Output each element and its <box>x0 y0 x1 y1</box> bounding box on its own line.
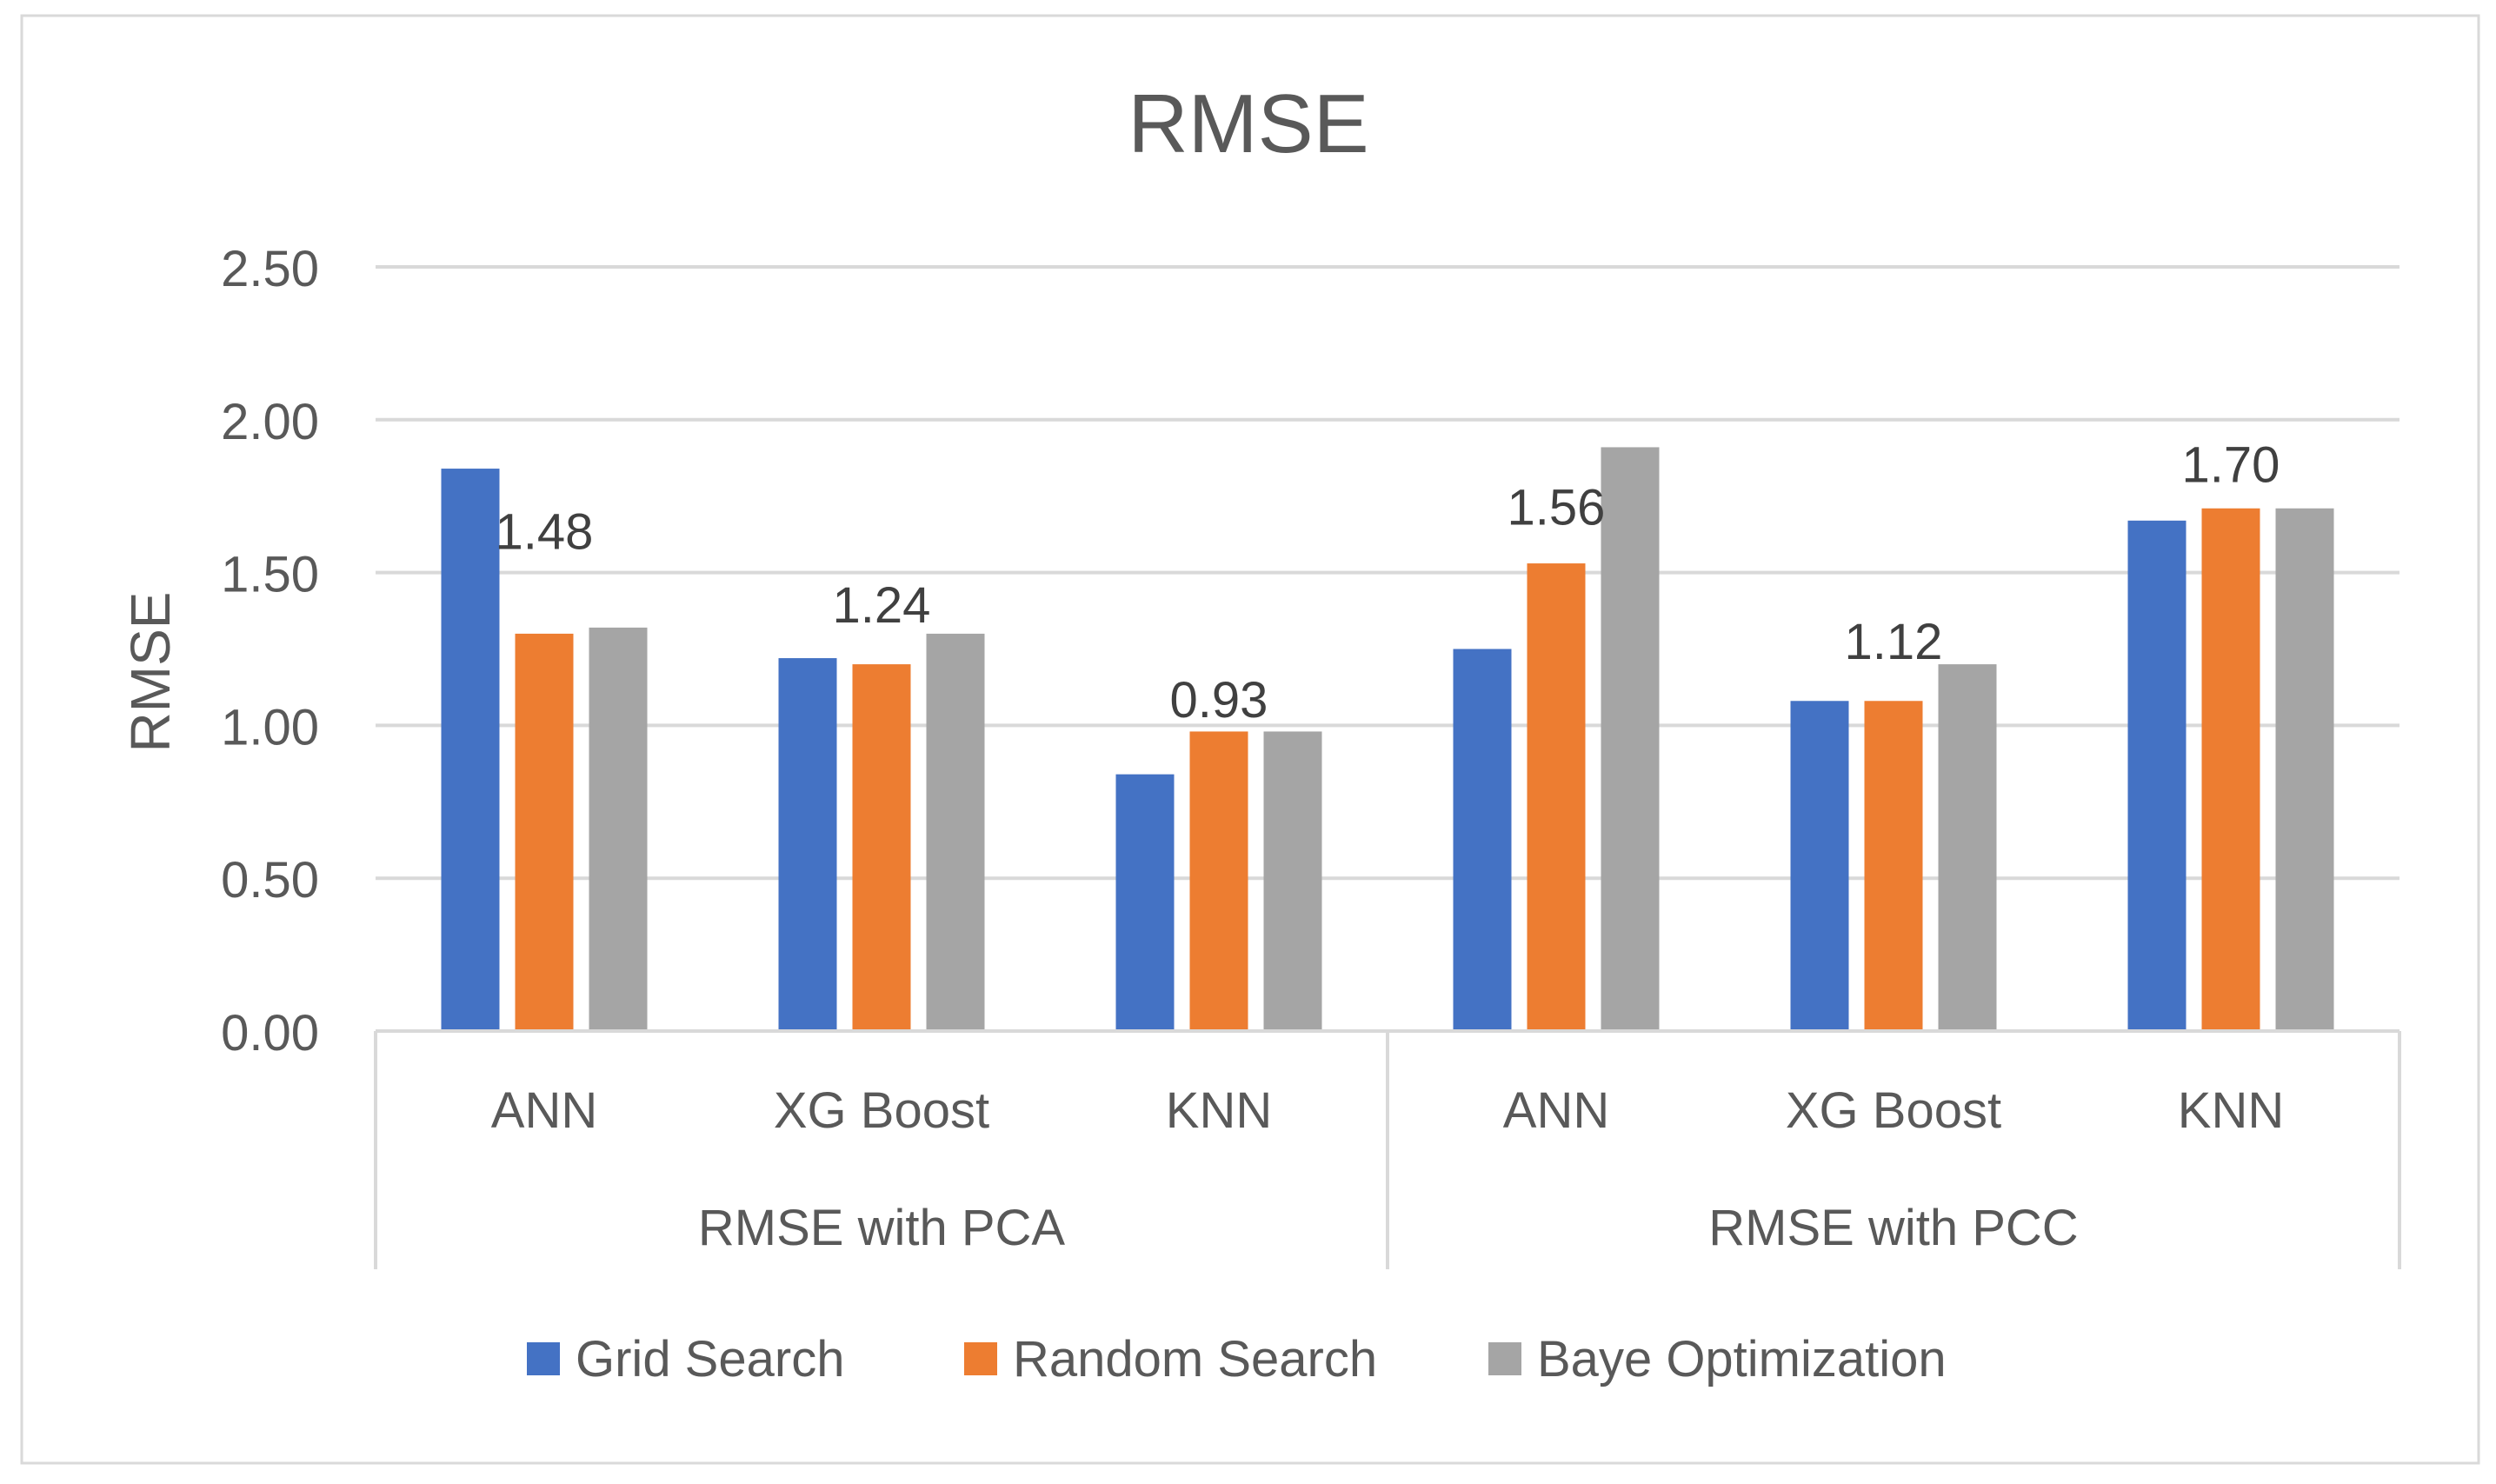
bar-random-search <box>515 633 574 1031</box>
bar-baye-optimization <box>1601 447 1660 1031</box>
group-label: RMSE with PCA <box>698 1200 1066 1256</box>
legend-label: Grid Search <box>576 1331 844 1388</box>
bar-random-search <box>1189 731 1248 1031</box>
bar-grid-search <box>778 658 837 1031</box>
annotations: 1.48 1.24 0.93 1.56 1.12 1.70 <box>496 436 2280 729</box>
bar-grid-search <box>1115 774 1175 1031</box>
category-label: XG Boost <box>774 1082 989 1139</box>
bar-baye-optimization <box>926 633 985 1031</box>
annotation-label: 1.48 <box>496 504 594 561</box>
bar-grid-search <box>2127 520 2186 1031</box>
bar-baye-optimization <box>1263 731 1322 1031</box>
category-label: KNN <box>2178 1082 2284 1139</box>
y-axis-ticks: 0.00 0.50 1.00 1.50 2.00 2.50 <box>221 241 319 1061</box>
category-axis: ANN XG Boost KNN ANN XG Boost KNN RMSE with PC… <box>374 1029 2401 1269</box>
bar-grid-search <box>1790 701 1849 1031</box>
y-tick-label: 0.50 <box>221 852 319 908</box>
annotation-label: 1.12 <box>1845 614 1943 670</box>
bar-random-search <box>1864 701 1923 1031</box>
annotation-label: 0.93 <box>1170 672 1268 729</box>
legend-swatch <box>964 1342 997 1375</box>
category-label: KNN <box>1166 1082 1272 1139</box>
legend-label: Random Search <box>1013 1331 1377 1388</box>
annotation-label: 1.70 <box>2182 436 2280 493</box>
bar-baye-optimization <box>1938 664 1997 1031</box>
y-axis-label: RMSE <box>119 592 182 753</box>
y-tick-label: 1.50 <box>221 547 319 603</box>
chart-title: RMSE <box>1128 77 1368 170</box>
legend-swatch <box>527 1342 560 1375</box>
bar-random-search <box>1527 563 1586 1031</box>
category-label: XG Boost <box>1786 1082 2001 1139</box>
legend-swatch <box>1488 1342 1521 1375</box>
category-label: ANN <box>491 1082 597 1139</box>
category-label: ANN <box>1503 1082 1609 1139</box>
y-tick-label: 2.00 <box>221 394 319 450</box>
annotation-label: 1.24 <box>833 577 931 634</box>
bar-baye-optimization <box>2275 508 2334 1031</box>
gridlines <box>376 265 2399 881</box>
bar-grid-search <box>441 469 500 1031</box>
y-tick-label: 0.00 <box>221 1005 319 1061</box>
y-tick-label: 1.00 <box>221 699 319 755</box>
legend: Grid Search Random Search Baye Optimizatio… <box>527 1331 1947 1388</box>
bars <box>441 447 2334 1031</box>
group-label: RMSE with PCC <box>1708 1200 2078 1256</box>
y-tick-label: 2.50 <box>221 241 319 297</box>
bar-grid-search <box>1453 649 1512 1031</box>
annotation-label: 1.56 <box>1508 480 1606 536</box>
bar-random-search <box>2201 508 2260 1031</box>
bar-baye-optimization <box>589 627 648 1031</box>
bar-random-search <box>852 664 911 1031</box>
chart-border <box>20 14 2480 1465</box>
legend-label: Baye Optimization <box>1537 1331 1947 1388</box>
